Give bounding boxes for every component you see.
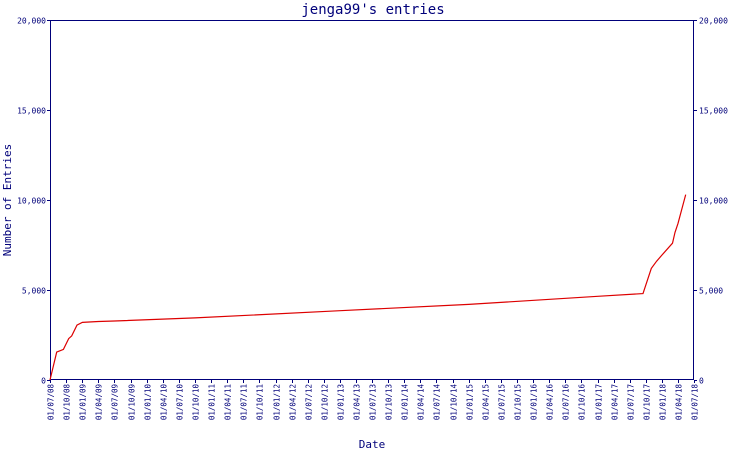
series-line bbox=[49, 194, 687, 381]
y-tick-label-right: 5,000 bbox=[699, 287, 723, 296]
x-tick-label: 01/01/17 bbox=[595, 384, 604, 420]
x-tick-label: 01/01/13 bbox=[337, 384, 346, 420]
x-tick-label: 01/07/08 bbox=[47, 384, 56, 421]
x-tick-label: 01/04/16 bbox=[546, 384, 555, 421]
x-tick-label: 01/10/11 bbox=[256, 384, 265, 420]
plot-frame bbox=[50, 20, 694, 380]
x-tick-label: 01/07/10 bbox=[176, 384, 185, 421]
chart-title: jenga99's entries bbox=[301, 2, 444, 18]
x-tick-label: 01/04/15 bbox=[482, 384, 491, 420]
x-tick-label: 01/04/13 bbox=[353, 384, 362, 420]
y-tick-label-right: 10,000 bbox=[699, 197, 728, 206]
x-axis-title: Date bbox=[359, 438, 386, 450]
x-tick-label: 01/04/11 bbox=[224, 384, 233, 420]
x-tick-label: 01/07/11 bbox=[240, 384, 249, 420]
x-tick-label: 01/04/09 bbox=[95, 384, 104, 420]
x-tick-label: 01/04/18 bbox=[675, 384, 684, 421]
y-tick-label: 5,000 bbox=[22, 287, 46, 296]
y-tick-label: 0 bbox=[41, 377, 46, 386]
y-tick-label-right: 0 bbox=[699, 377, 704, 386]
x-tick-label: 01/01/15 bbox=[466, 384, 475, 420]
x-tick-label: 01/01/10 bbox=[144, 384, 153, 421]
x-tick-label: 01/01/14 bbox=[401, 384, 410, 421]
series-layer bbox=[49, 194, 687, 381]
x-tick-label: 01/01/16 bbox=[530, 384, 539, 421]
y-axis-title: Number of Entries bbox=[1, 144, 14, 257]
x-tick-label: 01/04/12 bbox=[289, 384, 298, 420]
x-tick-label: 01/10/16 bbox=[578, 384, 587, 421]
x-tick-label: 01/10/14 bbox=[450, 384, 459, 421]
x-tick-label: 01/07/09 bbox=[111, 384, 120, 420]
x-tick-label: 01/10/09 bbox=[128, 384, 137, 420]
x-tick-label: 01/07/17 bbox=[627, 384, 636, 420]
x-tick-label: 01/07/13 bbox=[369, 384, 378, 420]
x-tick-label: 01/01/12 bbox=[273, 384, 282, 420]
y-axis-ticks: 0 0 5,000 5,000 10,000 10,000 15,000 15,000 20,0… bbox=[17, 17, 728, 386]
x-tick-label: 01/07/12 bbox=[305, 384, 314, 420]
y-tick-label-right: 15,000 bbox=[699, 107, 728, 116]
x-tick-label: 01/01/09 bbox=[79, 384, 88, 420]
x-tick-label: 01/01/18 bbox=[659, 384, 668, 421]
x-tick-label: 01/10/15 bbox=[514, 384, 523, 420]
x-tick-label: 01/10/12 bbox=[321, 384, 330, 420]
x-tick-label: 01/07/16 bbox=[562, 384, 571, 421]
x-tick-label: 01/04/14 bbox=[417, 384, 426, 421]
y-tick-label-right: 20,000 bbox=[699, 17, 728, 26]
x-tick-label: 01/10/17 bbox=[643, 384, 652, 420]
x-tick-label: 01/04/17 bbox=[611, 384, 620, 420]
x-tick-label: 01/10/13 bbox=[385, 384, 394, 420]
x-tick-label: 01/04/10 bbox=[160, 384, 169, 421]
x-tick-label: 01/07/15 bbox=[498, 384, 507, 420]
y-tick-label: 10,000 bbox=[17, 197, 46, 206]
x-axis-ticks: 01/07/08 01/10/08 01/01/09 01/04/09 01/07/09… bbox=[47, 380, 700, 420]
x-tick-label: 01/10/10 bbox=[192, 384, 201, 421]
y-tick-label: 15,000 bbox=[17, 107, 46, 116]
x-tick-label: 01/10/08 bbox=[63, 384, 72, 421]
x-tick-label: 01/07/18 bbox=[691, 384, 700, 421]
x-tick-label: 01/07/14 bbox=[433, 384, 442, 421]
y-tick-label: 20,000 bbox=[17, 17, 46, 26]
x-tick-label: 01/01/11 bbox=[208, 384, 217, 420]
